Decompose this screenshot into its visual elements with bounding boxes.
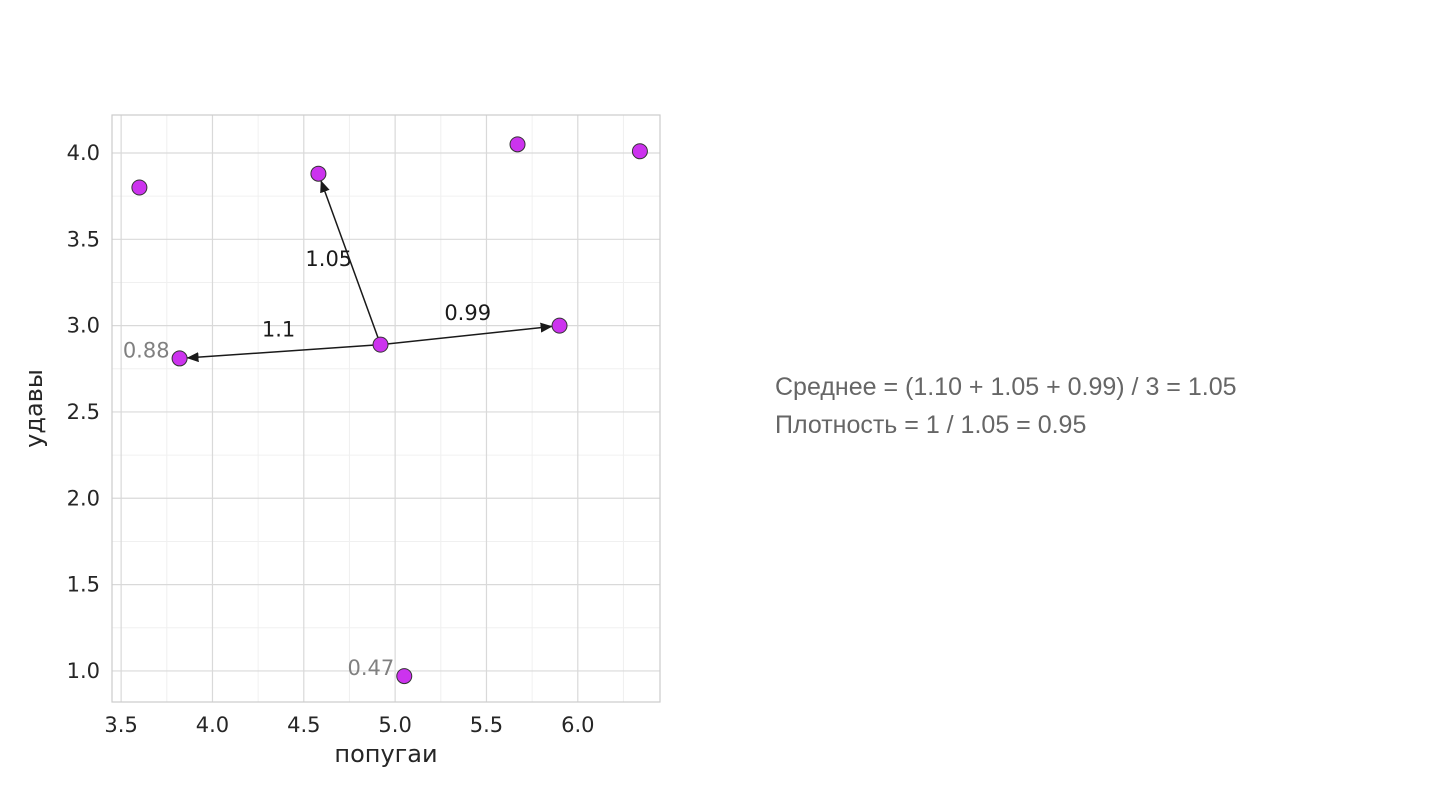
- scatter-point: [551, 317, 568, 334]
- grid: [112, 115, 660, 702]
- distance-label: 1.05: [305, 247, 352, 271]
- y-axis-label: удавы: [20, 369, 48, 448]
- x-tick-label: 6.0: [561, 713, 594, 737]
- x-tick-label: 4.0: [196, 713, 229, 737]
- distance-arrow: [320, 180, 382, 345]
- distance-arrow: [186, 343, 381, 363]
- x-tick-label: 3.5: [104, 713, 137, 737]
- scatter-point: [509, 136, 526, 153]
- distance-arrow: [380, 322, 553, 346]
- distance-arrows: [186, 180, 553, 363]
- scatter-point: [396, 668, 413, 685]
- y-tick-label: 2.0: [67, 486, 100, 510]
- labels: 1.1 1.05 0.99 0.88 0.47: [123, 247, 491, 680]
- scatter-point: [310, 165, 327, 182]
- scatter-point: [171, 350, 188, 367]
- x-tick-label: 5.5: [470, 713, 503, 737]
- distance-label: 1.1: [262, 318, 295, 342]
- y-tick-label: 1.0: [67, 659, 100, 683]
- y-tick-label: 3.5: [67, 227, 100, 251]
- scatter-point: [131, 179, 148, 196]
- scatter-point: [631, 143, 648, 160]
- x-tick-label: 4.5: [287, 713, 320, 737]
- points: [131, 136, 648, 685]
- distance-label: 0.99: [444, 301, 491, 325]
- tick-labels: 3.5 4.0 4.5 5.0 5.5 6.0 1.0 1.5 2.0 2.5 3.0 3.5 4.0: [67, 141, 595, 737]
- density-summary: Среднее = (1.10 + 1.05 + 0.99) / 3 = 1.0…: [775, 368, 1237, 444]
- y-tick-label: 3.0: [67, 314, 100, 338]
- plot-frame: [111, 114, 661, 703]
- point-density-label: 0.47: [348, 656, 395, 680]
- density-formula: Плотность = 1 / 1.05 = 0.95: [775, 411, 1087, 439]
- point-density-label: 0.88: [123, 338, 170, 362]
- mean-formula: Среднее = (1.10 + 1.05 + 0.99) / 3 = 1.0…: [775, 373, 1237, 401]
- x-tick-label: 5.0: [378, 713, 411, 737]
- y-tick-label: 1.5: [67, 573, 100, 597]
- x-axis-label: попугаи: [334, 740, 437, 768]
- scatter-point: [372, 336, 389, 353]
- y-tick-label: 2.5: [67, 400, 100, 424]
- y-tick-label: 4.0: [67, 141, 100, 165]
